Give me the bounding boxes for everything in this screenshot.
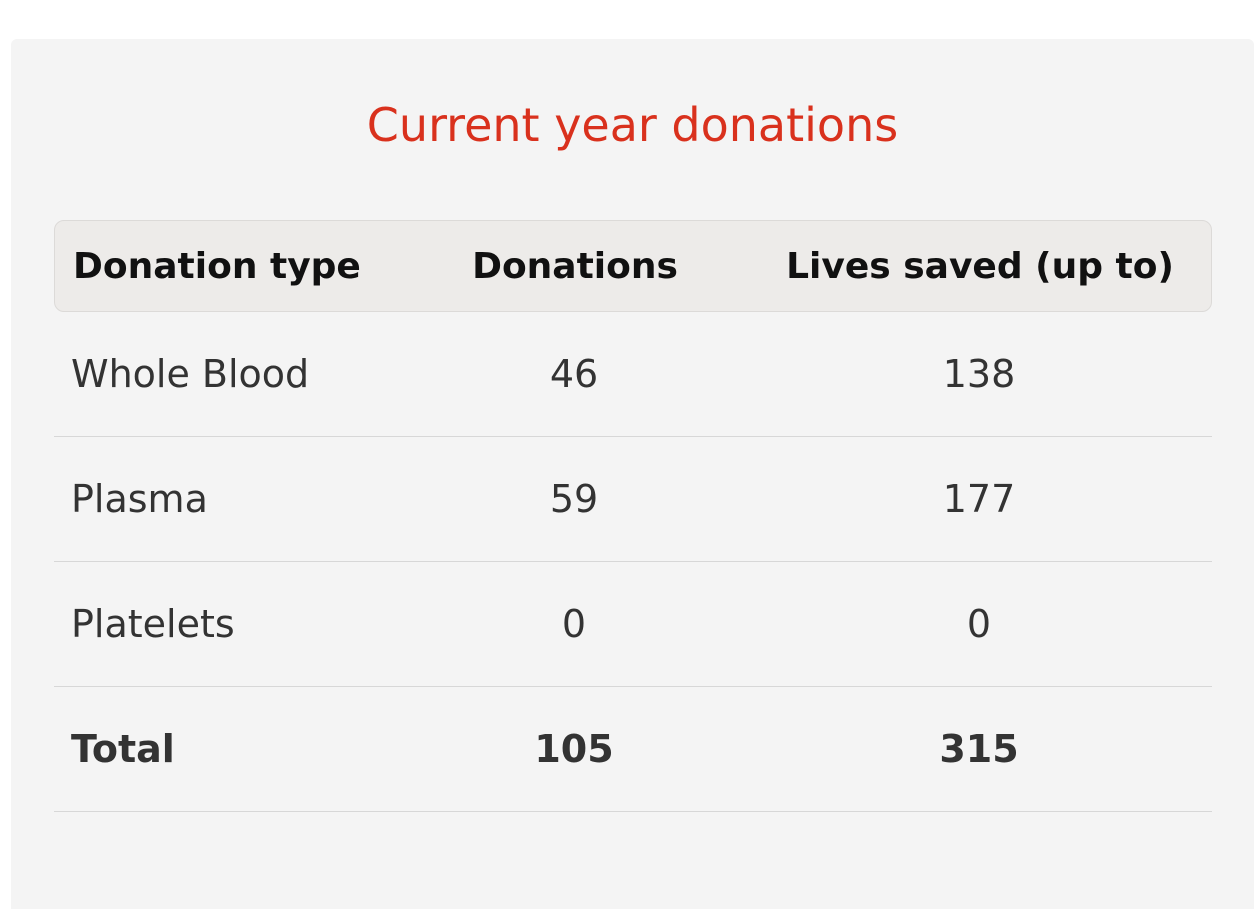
- cell-donation-type: Plasma: [71, 477, 208, 521]
- header-donations: Donations: [472, 245, 678, 287]
- total-donations: 105: [534, 727, 614, 771]
- cell-donations: 59: [549, 477, 599, 521]
- table-row: Plasma 59 177: [54, 437, 1212, 562]
- table-total-row: Total 105 315: [54, 687, 1212, 812]
- cell-lives-saved: 177: [942, 477, 1016, 521]
- total-label: Total: [71, 727, 175, 771]
- cell-donations: 0: [561, 602, 587, 646]
- cell-lives-saved: 138: [942, 352, 1016, 396]
- cell-lives-saved: 0: [966, 602, 992, 646]
- cell-donation-type: Whole Blood: [71, 352, 310, 396]
- cell-donations: 46: [549, 352, 599, 396]
- header-lives-saved: Lives saved (up to): [786, 245, 1174, 287]
- donations-card: [11, 39, 1254, 909]
- header-donation-type: Donation type: [73, 245, 361, 287]
- table-header: Donation type Donations Lives saved (up …: [54, 220, 1212, 312]
- total-lives-saved: 315: [939, 727, 1019, 771]
- table-row: Platelets 0 0: [54, 562, 1212, 687]
- table-row: Whole Blood 46 138: [54, 312, 1212, 437]
- cell-donation-type: Platelets: [71, 602, 235, 646]
- card-title: Current year donations: [366, 98, 899, 152]
- donations-table: Donation type Donations Lives saved (up …: [54, 220, 1212, 812]
